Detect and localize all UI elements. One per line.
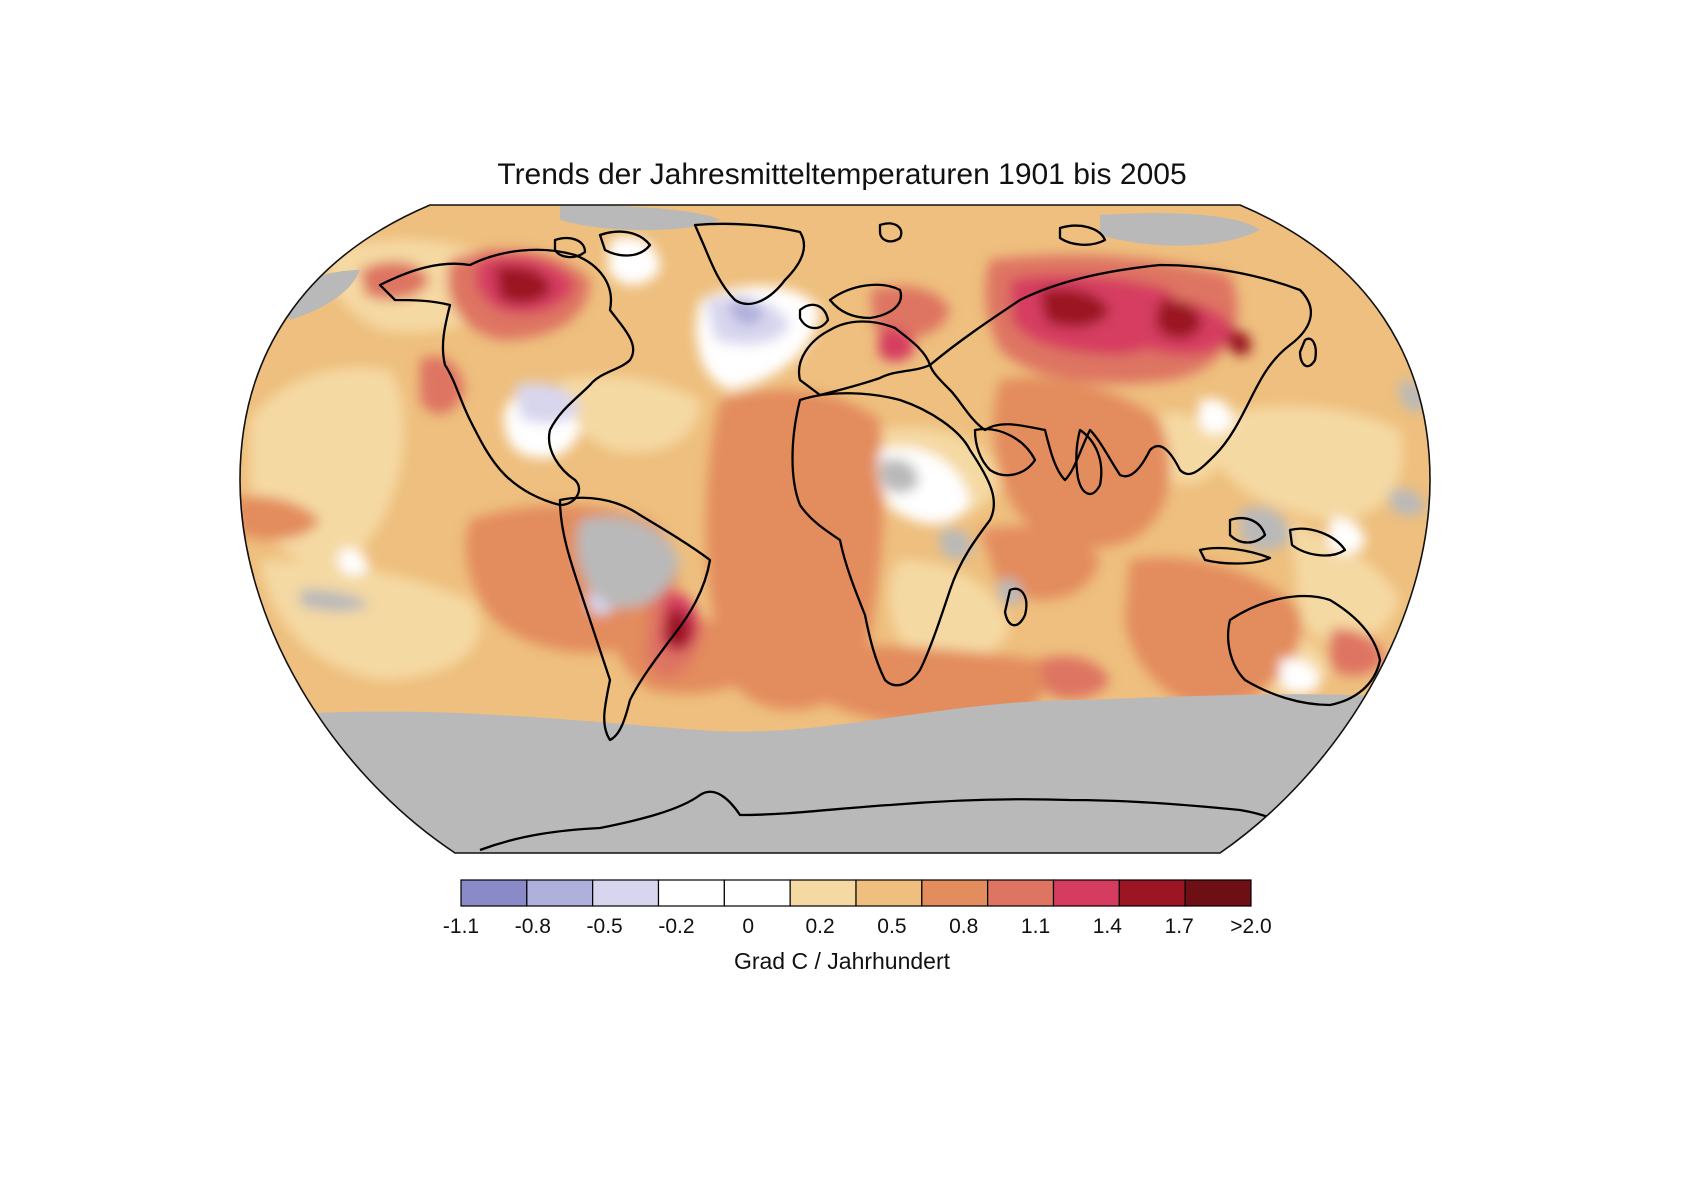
arctic-no-data-region xyxy=(1100,213,1260,246)
coast-india xyxy=(1075,428,1103,496)
trend-field-patches xyxy=(240,236,1427,730)
colorbar xyxy=(460,879,1252,907)
colorbar-swatch xyxy=(1118,879,1186,907)
coast-new-guinea xyxy=(1288,527,1347,557)
colorbar-swatch xyxy=(921,879,989,907)
colorbar-swatch xyxy=(592,879,660,907)
coast-south-america xyxy=(558,496,712,742)
colorbar-swatch xyxy=(987,879,1055,907)
coastlines xyxy=(378,222,1418,852)
coast-africa xyxy=(791,392,995,687)
coast-north-america xyxy=(378,248,635,507)
colorbar-swatch xyxy=(657,879,725,907)
colorbar-swatch xyxy=(855,879,923,907)
coast-arabia xyxy=(973,427,1037,477)
coast-severnaya xyxy=(1058,224,1107,246)
coast-svalbard xyxy=(878,222,903,243)
map-outline xyxy=(239,204,1431,854)
coast-europe xyxy=(797,320,932,397)
coast-asia xyxy=(928,263,1312,482)
colorbar-swatch xyxy=(1052,879,1120,907)
coast-madagascar xyxy=(1003,587,1028,627)
colorbar-swatch xyxy=(723,879,791,907)
coast-japan xyxy=(1298,337,1317,368)
coast-arctic-island-2 xyxy=(553,236,587,259)
coast-antarctica xyxy=(479,790,1301,852)
colorbar-swatch xyxy=(526,879,594,907)
coast-borneo xyxy=(1228,516,1267,544)
coast-scandinavia xyxy=(828,283,903,320)
coast-arctic-island-1 xyxy=(598,230,652,257)
coast-java xyxy=(1198,546,1272,565)
map-title: Trends der Jahresmitteltemperaturen 1901… xyxy=(497,158,1187,191)
colorbar-swatch xyxy=(1184,879,1252,907)
coast-greenland xyxy=(693,222,806,305)
colorbar-swatch xyxy=(460,879,528,907)
coast-britain xyxy=(798,303,830,330)
colorbar-swatch xyxy=(789,879,857,907)
southern-no-data-region xyxy=(240,694,1430,853)
coast-australia xyxy=(1226,594,1382,707)
coast-new-zealand xyxy=(1396,687,1418,717)
map-field xyxy=(240,205,1430,853)
